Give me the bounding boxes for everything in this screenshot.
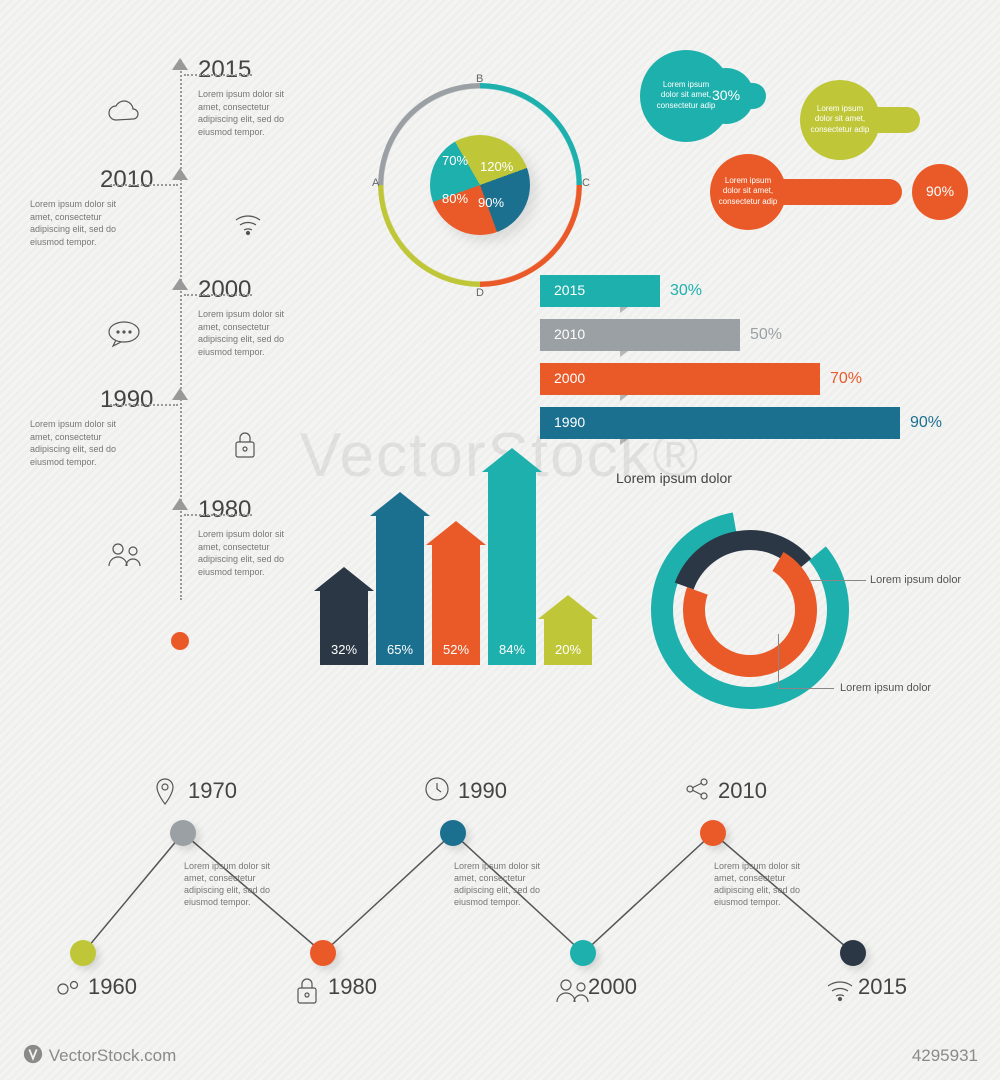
footer-id: 4295931	[912, 1046, 978, 1066]
timeline-axis	[180, 60, 182, 600]
horizontal-timeline: 1960 1970 Lorem ipsum dolor sit amet, co…	[50, 770, 950, 1010]
ring-svg	[640, 500, 860, 720]
vertical-timeline: 2015 Lorem ipsum dolor sit amet, consect…	[60, 60, 340, 640]
arrow-bar: 20%	[544, 595, 592, 665]
ring-legend-1: Lorem ipsum dolor	[870, 574, 961, 586]
pie-pct: 80%	[442, 191, 468, 206]
pie-label-b: B	[476, 73, 483, 85]
footer-left-text: VectorStock.com	[49, 1046, 177, 1065]
pie-label-c: C	[582, 177, 590, 189]
arrow-bar-chart: 32% 65% 52% 84% 20%	[320, 395, 610, 665]
footer-brand: VectorStock.com	[22, 1043, 176, 1066]
timeline-end-dot	[171, 632, 189, 650]
pie-pct: 90%	[478, 195, 504, 210]
arrow-bar: 84%	[488, 448, 536, 665]
hbar-2015: 2015 30%	[540, 275, 960, 307]
hbar-2000: 2000 70%	[540, 363, 960, 395]
ring-chart: Lorem ipsum dolor Lorem ipsum dolor Lore…	[610, 470, 970, 730]
pie-label-d: D	[476, 287, 484, 299]
blob-group: Lorem ipsum dolor sit amet, consectetur …	[640, 50, 960, 250]
pie-pct: 120%	[480, 159, 513, 174]
pie-pct: 70%	[442, 153, 468, 168]
hbar-2010: 2010 50%	[540, 319, 960, 351]
ring-title: Lorem ipsum dolor	[616, 470, 732, 486]
pie-label-a: A	[372, 177, 379, 189]
arrow-bar: 52%	[432, 521, 480, 665]
infographic-canvas: VectorStock® 2015 Lorem ipsum dolor sit …	[0, 0, 1000, 1080]
ring-legend-2: Lorem ipsum dolor	[840, 682, 931, 694]
arrow-bar: 65%	[376, 492, 424, 666]
arrow-bar: 32%	[320, 567, 368, 665]
